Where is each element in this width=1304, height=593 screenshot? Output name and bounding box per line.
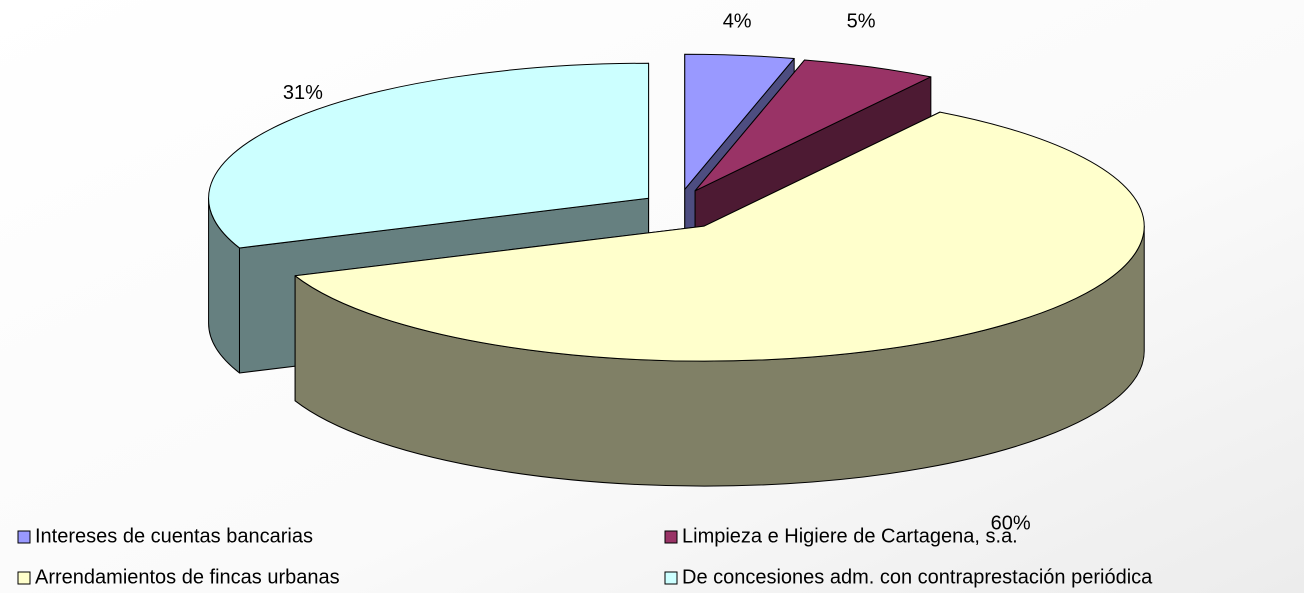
data-label: 4% <box>723 10 752 32</box>
data-label: 5% <box>847 10 876 32</box>
slice <box>294 111 1145 362</box>
legend-label: Arrendamientos de fincas urbanas <box>35 566 340 588</box>
slice <box>694 59 932 192</box>
legend-label: Limpieza e Higiere de Cartagena, s.a. <box>682 525 1018 547</box>
legend-swatch <box>664 571 678 585</box>
slice <box>684 53 795 190</box>
legend-label: Intereses de cuentas bancarias <box>35 525 313 547</box>
slice <box>208 62 650 249</box>
data-label: 60% <box>991 513 1031 535</box>
legend-swatch <box>17 530 31 544</box>
legend-swatch <box>664 530 678 544</box>
data-label: 31% <box>283 82 323 104</box>
legend-swatch <box>17 571 31 585</box>
legend-label: De concesiones adm. con contraprestación… <box>682 566 1153 588</box>
